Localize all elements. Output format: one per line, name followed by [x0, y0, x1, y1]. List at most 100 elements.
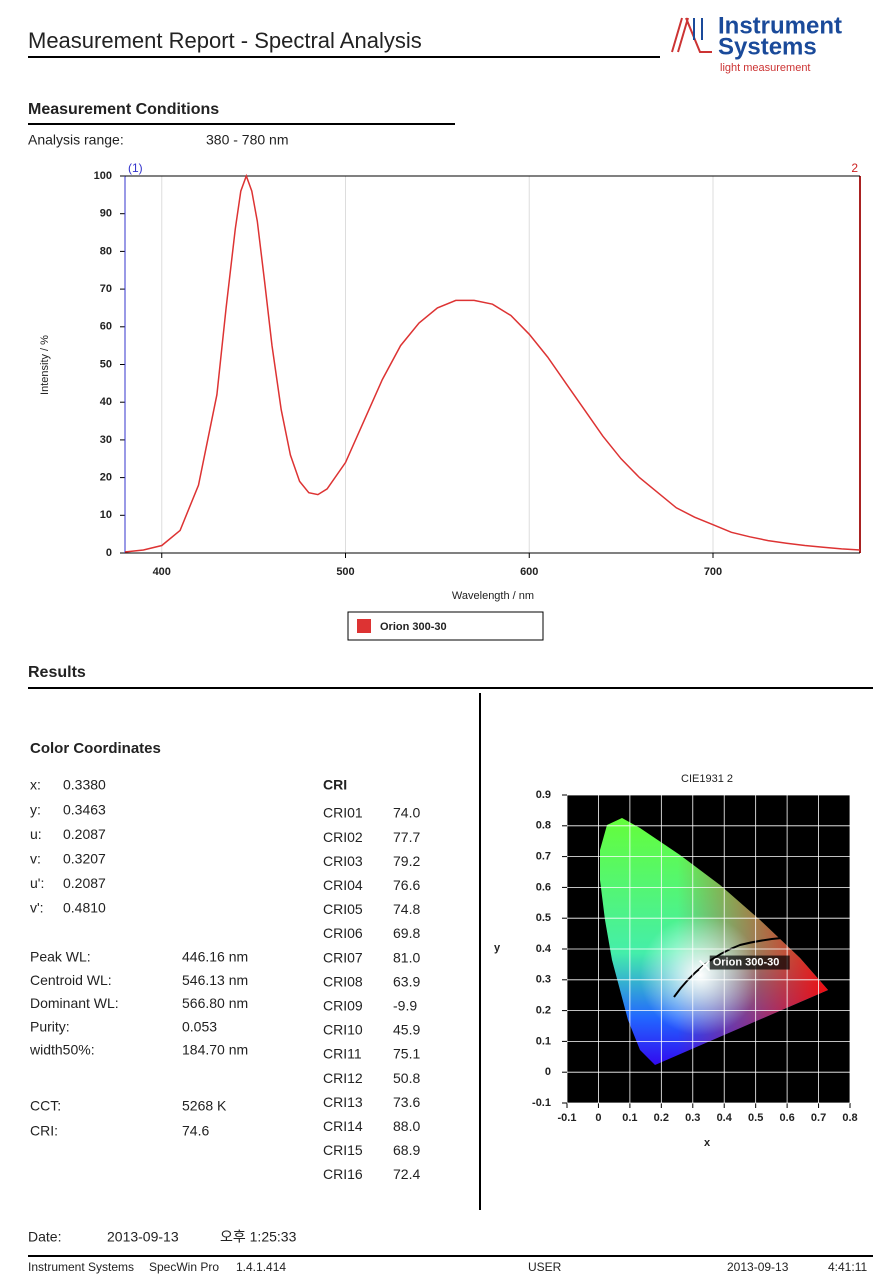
- result-value: 546.13 nm: [182, 972, 248, 988]
- y-tick-label: 60: [100, 321, 112, 333]
- x-tick-label: 700: [704, 566, 722, 578]
- result-label: CRI10: [323, 1022, 363, 1038]
- result-value: 0.3380: [63, 777, 106, 793]
- axis-marker: 2: [851, 161, 858, 175]
- point-label: Orion 300-30: [713, 956, 780, 968]
- result-value: 88.0: [393, 1118, 420, 1134]
- result-value: 45.9: [393, 1022, 420, 1038]
- x-tick-label: 600: [520, 566, 538, 578]
- y-tick-label: 50: [100, 358, 112, 370]
- condition-value: 380 - 780 nm: [206, 132, 289, 148]
- y-tick-label: 0.7: [536, 851, 551, 863]
- footer-text: USER: [528, 1260, 562, 1274]
- x-tick-label: 0.1: [622, 1112, 637, 1124]
- result-label: width50%:: [29, 1042, 95, 1058]
- x-tick-label: 0.4: [717, 1112, 733, 1124]
- chromaticity-point: [699, 959, 711, 972]
- result-value: 5268 K: [182, 1098, 227, 1114]
- section-heading: Measurement Conditions: [28, 101, 219, 118]
- logo-tagline: light measurement: [720, 62, 811, 74]
- y-tick-label: 90: [100, 208, 112, 220]
- result-value: 50.8: [393, 1070, 420, 1086]
- y-tick-label: 10: [100, 509, 112, 521]
- result-label: x:: [30, 777, 41, 793]
- planckian-locus: [673, 936, 821, 998]
- result-label: CRI01: [323, 805, 363, 821]
- result-label: v:: [30, 851, 41, 867]
- result-value: 184.70 nm: [182, 1042, 248, 1058]
- spectrum-line: [124, 173, 861, 553]
- logo-icon: [671, 17, 712, 53]
- y-tick-label: 0.8: [536, 820, 551, 832]
- result-value: 0.3463: [63, 801, 106, 817]
- footer-text: 4:41:11: [828, 1260, 867, 1274]
- result-value: 0.4810: [63, 900, 106, 916]
- result-label: CRI16: [323, 1166, 363, 1182]
- result-label: CRI14: [323, 1118, 363, 1134]
- result-label: u:: [30, 826, 42, 842]
- footer-text: Instrument Systems: [28, 1260, 134, 1274]
- result-label: CCT:: [30, 1098, 61, 1114]
- result-value: 0.053: [182, 1018, 217, 1034]
- axis-marker: (1): [128, 161, 143, 175]
- logo-text: Instrument: [718, 12, 842, 39]
- chart-title: CIE1931 2: [681, 773, 733, 785]
- result-label: CRI06: [323, 925, 363, 941]
- y-tick-label: 30: [100, 434, 112, 446]
- x-axis-label: Wavelength / nm: [452, 590, 534, 602]
- result-label: CRI03: [323, 853, 363, 869]
- result-label: CRI:: [30, 1123, 58, 1139]
- y-axis-label: y: [494, 942, 501, 954]
- footer-text: SpecWin Pro: [149, 1260, 219, 1274]
- result-value: 69.8: [393, 925, 420, 941]
- result-label: CRI08: [323, 973, 363, 989]
- subheading: Color Coordinates: [30, 740, 161, 757]
- y-tick-label: -0.1: [532, 1097, 551, 1109]
- result-value: 73.6: [393, 1094, 420, 1110]
- point-label-bg: [709, 955, 790, 970]
- result-value: 566.80 nm: [182, 995, 248, 1011]
- legend-swatch: [357, 619, 371, 633]
- footer-text: 2013-09-13: [727, 1260, 789, 1274]
- x-tick-label: 0.8: [842, 1112, 857, 1124]
- y-tick-label: 0.2: [536, 1005, 551, 1017]
- x-tick-label: 0.3: [685, 1112, 700, 1124]
- result-value: 72.4: [393, 1166, 420, 1182]
- result-value: 68.9: [393, 1142, 420, 1158]
- x-tick-label: 400: [153, 566, 171, 578]
- y-tick-label: 70: [100, 283, 112, 295]
- subheading: CRI: [323, 777, 347, 793]
- date-label: Date:: [28, 1229, 61, 1245]
- x-tick-label: -0.1: [558, 1112, 577, 1124]
- result-value: 74.8: [393, 901, 420, 917]
- logo-icon: [693, 18, 703, 40]
- result-value: 0.2087: [63, 826, 106, 842]
- result-label: Peak WL:: [30, 949, 91, 965]
- result-value: 63.9: [393, 973, 420, 989]
- result-value: 76.6: [393, 877, 420, 893]
- result-label: Centroid WL:: [30, 972, 112, 988]
- result-label: CRI13: [323, 1094, 363, 1110]
- result-label: CRI09: [323, 998, 363, 1014]
- y-tick-label: 0.5: [536, 912, 551, 924]
- result-label: CRI02: [323, 829, 363, 845]
- condition-label: Analysis range:: [28, 132, 124, 148]
- result-label: v':: [30, 900, 44, 916]
- result-label: Dominant WL:: [30, 995, 119, 1011]
- result-label: CRI11: [323, 1046, 362, 1062]
- result-value: 77.7: [393, 829, 420, 845]
- result-value: 74.0: [393, 805, 420, 821]
- y-tick-label: 0.6: [536, 881, 551, 893]
- result-label: y:: [30, 801, 41, 817]
- x-tick-label: 0: [595, 1112, 601, 1124]
- x-tick-label: 0.7: [811, 1112, 826, 1124]
- time-value: 오후 1:25:33: [220, 1229, 297, 1245]
- x-tick-label: 0.2: [654, 1112, 669, 1124]
- y-tick-label: 0: [545, 1066, 551, 1078]
- report-title: Measurement Report - Spectral Analysis: [28, 28, 422, 53]
- result-label: CRI07: [323, 949, 363, 965]
- y-tick-label: 0: [106, 547, 112, 559]
- y-axis-label: Intensity / %: [39, 335, 51, 395]
- y-tick-label: 0.9: [536, 789, 551, 801]
